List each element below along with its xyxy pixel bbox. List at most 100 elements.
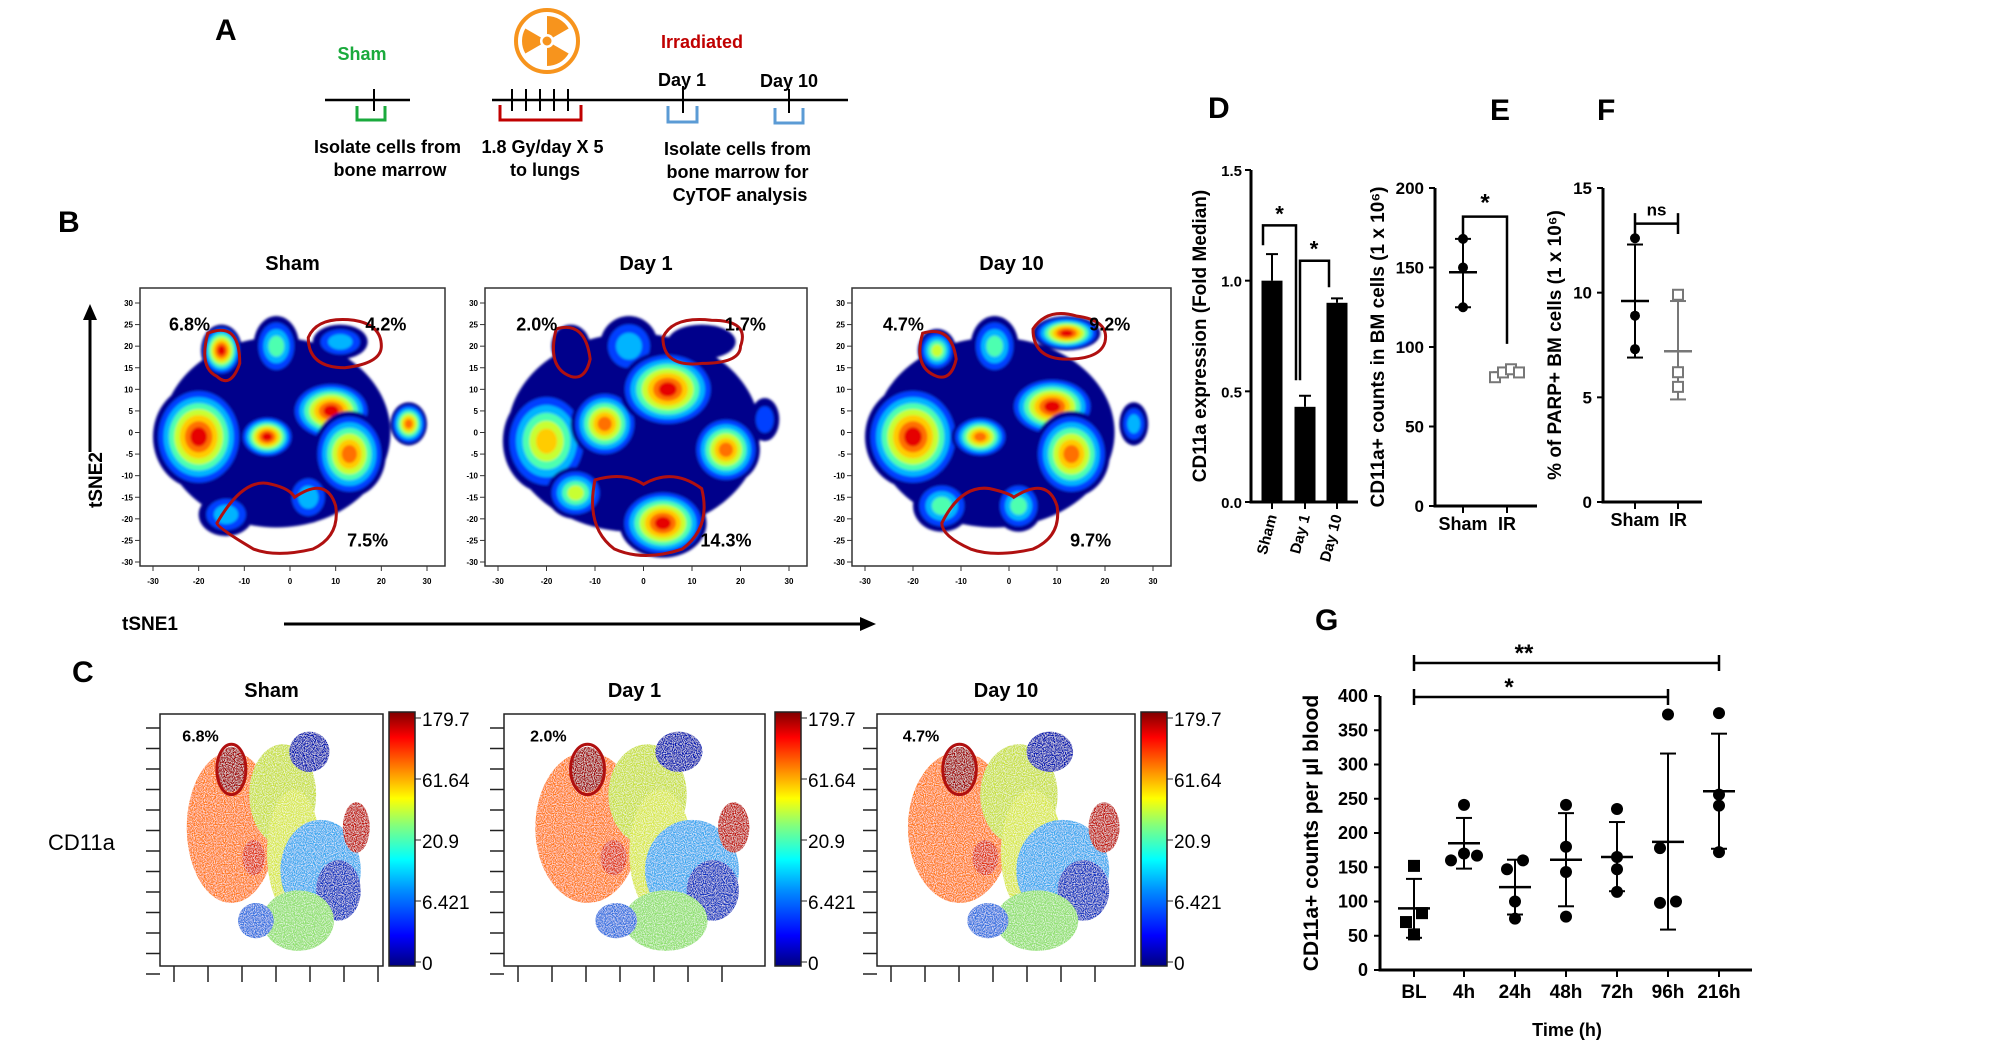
- data-point: [1517, 854, 1529, 867]
- gate-outline: [1033, 313, 1106, 359]
- gate-percentage: 1.7%: [725, 315, 766, 335]
- y-tick-label: 10: [469, 385, 478, 394]
- y-tick-label: -5: [126, 450, 134, 459]
- x-tick-label: Sham: [1254, 513, 1281, 557]
- y-axis-label: CD11a+ counts per µl blood: [1300, 695, 1323, 971]
- density-contour: [323, 405, 339, 417]
- panel-label-d: D: [1208, 92, 1230, 125]
- y-tick-label: 0.0: [1221, 495, 1242, 512]
- cell-cluster: [972, 840, 999, 876]
- gate-percentage: 4.7%: [883, 315, 924, 335]
- data-point: [1458, 262, 1468, 273]
- tsne-density-plot-1: Day 1 2.0% 1.7% 14.3% 30 25 20 15 10 5 0 -5 -10 -15 -2…: [466, 253, 808, 586]
- day10-bracket: [773, 108, 805, 125]
- y-tick-label: 15: [469, 364, 478, 373]
- x-tick-label: -10: [955, 577, 967, 586]
- x-tick-label: 24h: [1499, 982, 1532, 1003]
- y-tick-label: 15: [1573, 179, 1592, 198]
- data-point: [1611, 803, 1623, 816]
- cd11a-map-title: Day 10: [974, 680, 1039, 702]
- data-point: [1513, 366, 1525, 379]
- tsne2-axis-label: tSNE2: [86, 452, 107, 508]
- cell-cluster: [342, 802, 370, 853]
- significance-bracket: [1412, 689, 1670, 705]
- cell-cluster: [624, 890, 708, 951]
- colorbar-tick-label: 0: [808, 954, 819, 975]
- chart-f: F 0 5 10 15 % of PARP+ BM cells (1 x 10⁶) Sham…: [1545, 94, 1702, 530]
- colorbar-tick-label: 179.7: [808, 710, 856, 731]
- cell-cluster: [238, 903, 274, 939]
- day1-label: Day 1: [658, 70, 706, 90]
- y-tick-label: -25: [121, 536, 133, 545]
- significance-label: *: [1480, 190, 1490, 217]
- panel-label-g: G: [1315, 604, 1338, 637]
- density-contour: [1127, 414, 1141, 434]
- charts-d-g: D 0.0 0.5 1.0 1.5 CD11a expression (Fold Medi…: [1190, 92, 1752, 1040]
- data-point: [1408, 859, 1420, 872]
- tsne1-axis-label: tSNE1: [122, 614, 178, 635]
- dose-ticks: [511, 86, 790, 113]
- x-tick-label: -20: [193, 577, 205, 586]
- series-ir: [1664, 288, 1692, 401]
- x-tick-label: 30: [1149, 577, 1158, 586]
- bar-day-1: [1294, 406, 1316, 502]
- tsne-plot-title: Day 1: [619, 253, 672, 275]
- data-point: [1713, 799, 1725, 812]
- y-tick-label: 30: [836, 299, 845, 308]
- x-tick-label: Sham: [1610, 510, 1659, 530]
- panel-b-tsne-density: B tSNE2 tSNE1 Sham 6.8% 4.2% 7.5% 30 25 20 15 10…: [58, 206, 1172, 635]
- significance-label: *: [1310, 237, 1319, 262]
- y-tick-label: 50: [1348, 926, 1368, 946]
- day1-bracket: [666, 106, 699, 124]
- data-point: [1654, 842, 1666, 855]
- cell-cluster: [595, 903, 638, 939]
- significance-label: *: [1275, 201, 1284, 226]
- y-tick-label: 200: [1396, 179, 1424, 198]
- x-tick-label: 20: [1101, 577, 1110, 586]
- x-tick-label: 0: [641, 577, 646, 586]
- x-tick-label: 10: [688, 577, 697, 586]
- density-contour: [974, 432, 987, 442]
- x-tick-label: 10: [331, 577, 340, 586]
- x-tick-label: -20: [907, 577, 919, 586]
- series-96h: [1652, 708, 1684, 931]
- colorbar-tick-label: 0: [1174, 954, 1185, 975]
- data-point: [1662, 708, 1674, 721]
- gate-percentage: 2.0%: [530, 729, 566, 746]
- irradiated-label: Irradiated: [661, 32, 743, 52]
- y-tick-label: 20: [836, 342, 845, 351]
- cell-cluster: [655, 731, 703, 772]
- gate-percentage: 7.5%: [347, 530, 388, 550]
- x-tick-label: 72h: [1601, 982, 1634, 1003]
- density-contour: [262, 432, 273, 441]
- expression-cells: [907, 731, 1120, 951]
- cell-cluster: [289, 731, 330, 772]
- y-tick-label: 50: [1405, 418, 1424, 437]
- density-contour: [931, 496, 952, 515]
- y-tick-label: 30: [469, 299, 478, 308]
- data-point: [1560, 798, 1572, 811]
- panel-label-e: E: [1490, 94, 1510, 127]
- density-contour: [190, 427, 208, 447]
- colorbar-tick-label: 6.421: [1174, 893, 1222, 914]
- series-sham: [1621, 233, 1649, 359]
- tsne-plot-title: Day 10: [979, 253, 1044, 275]
- y-tick-label: -30: [121, 558, 133, 567]
- data-point: [1654, 896, 1666, 909]
- y-tick-label: -15: [466, 493, 478, 502]
- colorbar-tick-label: 0: [422, 954, 433, 975]
- cell-cluster: [718, 802, 750, 853]
- colorbar-tick-label: 6.421: [422, 893, 470, 914]
- y-tick-label: -25: [466, 536, 478, 545]
- colorbar-tick-label: 20.9: [422, 832, 459, 853]
- data-point: [1630, 344, 1640, 355]
- y-tick-label: 25: [124, 321, 133, 330]
- significance-bracket: [1412, 655, 1721, 671]
- y-tick-label: 0: [129, 429, 134, 438]
- y-tick-label: 10: [124, 385, 133, 394]
- data-point: [1611, 850, 1623, 863]
- panel-c-cd11a-expression: C CD11a Sham6.8%179.761.6420.96.4210Day …: [48, 656, 1222, 982]
- y-tick-label: 5: [1583, 388, 1592, 407]
- y-tick-label: 20: [469, 342, 478, 351]
- data-point: [1458, 847, 1470, 860]
